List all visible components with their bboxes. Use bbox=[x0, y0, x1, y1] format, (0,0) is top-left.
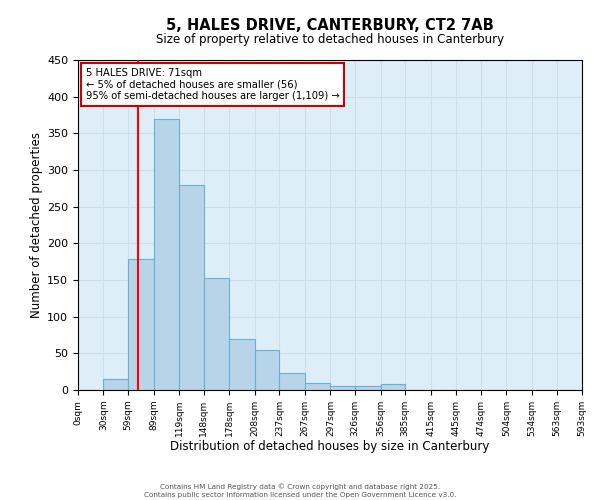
Bar bbox=[103, 379, 128, 390]
Bar bbox=[331, 386, 355, 390]
Bar bbox=[179, 184, 204, 390]
Y-axis label: Number of detached properties: Number of detached properties bbox=[30, 132, 43, 318]
Bar bbox=[229, 338, 255, 390]
Bar bbox=[204, 278, 229, 390]
Bar bbox=[355, 386, 380, 390]
Bar bbox=[280, 373, 305, 390]
Bar bbox=[255, 350, 280, 390]
Text: 5 HALES DRIVE: 71sqm
← 5% of detached houses are smaller (56)
95% of semi-detach: 5 HALES DRIVE: 71sqm ← 5% of detached ho… bbox=[86, 68, 340, 102]
Bar bbox=[154, 118, 179, 390]
Bar bbox=[305, 382, 331, 390]
X-axis label: Distribution of detached houses by size in Canterbury: Distribution of detached houses by size … bbox=[170, 440, 490, 454]
Text: 5, HALES DRIVE, CANTERBURY, CT2 7AB: 5, HALES DRIVE, CANTERBURY, CT2 7AB bbox=[166, 18, 494, 32]
Bar bbox=[128, 260, 154, 390]
Text: Contains HM Land Registry data © Crown copyright and database right 2025.
Contai: Contains HM Land Registry data © Crown c… bbox=[144, 484, 456, 498]
Text: Size of property relative to detached houses in Canterbury: Size of property relative to detached ho… bbox=[156, 32, 504, 46]
Bar bbox=[380, 384, 405, 390]
